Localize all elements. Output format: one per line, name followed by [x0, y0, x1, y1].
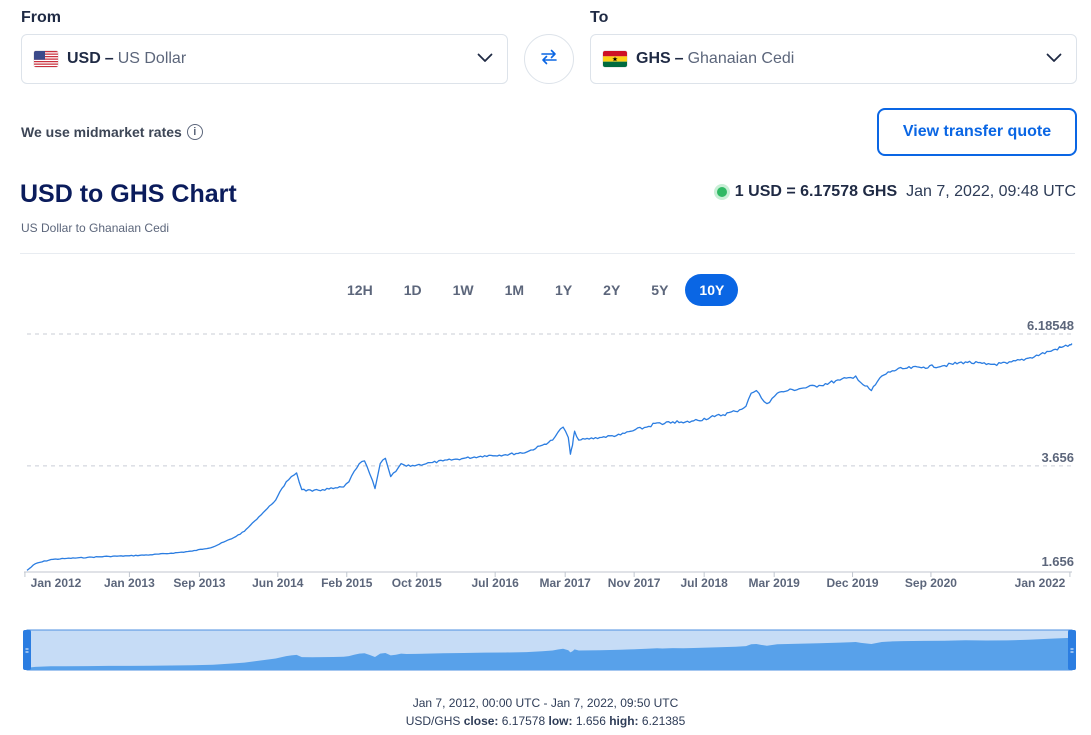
- x-tick-label: Jul 2016: [471, 576, 519, 590]
- footer-range: Jan 7, 2012, 00:00 UTC - Jan 7, 2022, 09…: [412, 696, 679, 710]
- x-tick-label: Feb 2015: [321, 576, 373, 590]
- ghana-flag-icon: [603, 51, 627, 67]
- chevron-down-icon: [477, 50, 493, 68]
- footer-stats: USD/GHS close: 6.17578 low: 1.656 high: …: [0, 714, 1091, 728]
- to-code: GHS: [636, 50, 671, 67]
- footer-high-value: 6.21385: [641, 714, 686, 728]
- divider: [20, 253, 1075, 254]
- chart-subtitle: US Dollar to Ghanaian Cedi: [21, 221, 170, 235]
- from-name: US Dollar: [117, 50, 187, 67]
- series-line: [26, 343, 1073, 571]
- chart-title: USD to GHS Chart: [20, 180, 237, 208]
- chevron-down-icon: [1046, 50, 1062, 68]
- x-tick-label: Jan 2022: [1015, 576, 1066, 590]
- time-range-tabs: 12H 1D 1W 1M 1Y 2Y 5Y 10Y: [333, 274, 741, 306]
- y-tick-label: 6.18548: [1027, 320, 1074, 333]
- x-tick-label: Jan 2013: [104, 576, 155, 590]
- midmarket-info: We use midmarket rates i: [21, 124, 203, 140]
- from-label: From: [21, 9, 61, 26]
- to-label: To: [590, 9, 609, 26]
- live-status-dot: [716, 187, 727, 197]
- from-code: USD: [67, 50, 101, 67]
- midmarket-text: We use midmarket rates: [21, 124, 182, 140]
- x-tick-label: Sep 2020: [905, 576, 957, 590]
- x-tick-label: Dec 2019: [827, 576, 879, 590]
- rate-timestamp: Jan 7, 2022, 09:48 UTC: [906, 183, 1076, 200]
- from-currency-select[interactable]: USD – US Dollar: [21, 34, 508, 84]
- range-tab-1y[interactable]: 1Y: [555, 282, 573, 298]
- exchange-rate-chart[interactable]: 6.18548 3.656 1.656 Jan 2012 Jan 2013 Sep 201…: [0, 320, 1091, 600]
- range-tab-12h[interactable]: 12H: [347, 282, 373, 298]
- x-tick-label: Oct 2015: [392, 576, 442, 590]
- y-tick-label: 1.656: [1041, 554, 1074, 569]
- footer-close-value: 6.17578: [501, 714, 546, 728]
- range-navigator[interactable]: [0, 625, 1091, 675]
- navigator-left-handle[interactable]: [23, 630, 31, 670]
- y-tick-label: 3.656: [1041, 450, 1074, 465]
- range-tab-5y[interactable]: 5Y: [651, 282, 669, 298]
- x-tick-label: Sep 2013: [173, 576, 225, 590]
- range-tab-1m[interactable]: 1M: [504, 282, 525, 298]
- footer-high-label: high:: [609, 714, 639, 728]
- info-icon[interactable]: i: [186, 124, 203, 140]
- live-rate: 1 USD = 6.17578 GHS Jan 7, 2022, 09:48 U…: [716, 183, 1076, 201]
- footer-pair: USD/GHS: [405, 714, 461, 728]
- us-flag-icon: [34, 51, 58, 67]
- swap-currencies-button[interactable]: [524, 34, 574, 84]
- range-tab-1w[interactable]: 1W: [452, 282, 474, 298]
- to-name: Ghanaian Cedi: [687, 50, 795, 67]
- range-tab-10y[interactable]: 10Y: [685, 274, 739, 306]
- navigator-series-area: [27, 637, 1072, 670]
- x-tick-label: Mar 2019: [748, 576, 800, 590]
- x-tick-label: Jun 2014: [252, 576, 304, 590]
- to-currency-select[interactable]: GHS – Ghanaian Cedi: [590, 34, 1077, 84]
- x-tick-label: Jan 2012: [31, 576, 82, 590]
- x-tick-label: Jul 2018: [680, 576, 728, 590]
- to-separator: –: [674, 50, 684, 67]
- navigator-right-handle[interactable]: [1068, 630, 1076, 670]
- x-tick-label: Nov 2017: [608, 576, 661, 590]
- range-tab-1d[interactable]: 1D: [403, 282, 422, 298]
- swap-arrows-icon: [540, 48, 558, 71]
- from-separator: –: [104, 50, 114, 67]
- footer-close-label: close:: [463, 714, 499, 728]
- view-transfer-quote-button[interactable]: View transfer quote: [877, 108, 1077, 156]
- range-tab-2y[interactable]: 2Y: [603, 282, 621, 298]
- footer-low-value: 1.656: [575, 714, 606, 728]
- rate-value: 1 USD = 6.17578 GHS: [734, 183, 898, 200]
- x-tick-label: Mar 2017: [539, 576, 591, 590]
- footer-low-label: low:: [548, 714, 573, 728]
